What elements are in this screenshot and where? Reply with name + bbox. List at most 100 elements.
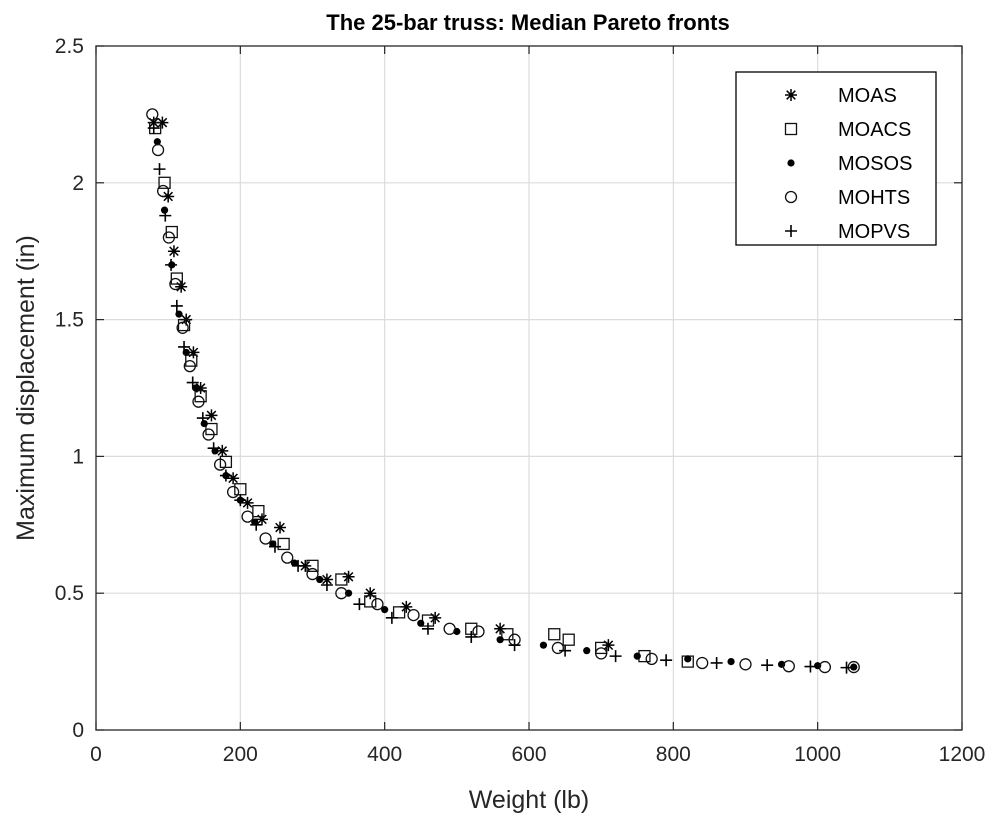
axis-ticks: [95, 45, 963, 731]
mopvs-point: [320, 578, 333, 591]
legend-entries: MOAS MOACS MOSOS MOHTS MOPVS: [784, 85, 912, 243]
mopvs-point: [465, 630, 478, 643]
mosos-point: [583, 647, 591, 655]
moacs-point: [277, 537, 290, 551]
mopvs-point: [207, 442, 220, 455]
legend-marker-dot: [787, 159, 795, 167]
mopvs-point: [385, 611, 398, 624]
mosos-point: [496, 636, 504, 644]
legend-label: MOHTS: [838, 187, 910, 209]
mohts-point: [146, 108, 159, 121]
y-axis-label: Maximum displacement (in): [12, 235, 40, 541]
mohts-point: [306, 567, 319, 581]
mosos-point: [316, 575, 324, 584]
legend-entry-moacs: MOACS: [784, 119, 911, 141]
moas-point: [364, 587, 377, 600]
mopvs-point: [609, 650, 622, 663]
mohts-point: [151, 143, 165, 157]
mopvs-point: [165, 258, 178, 271]
legend-box: [735, 71, 937, 246]
mosos-point: [191, 384, 200, 392]
y-tick-label: 1: [72, 445, 84, 468]
legend-entry-mopvs: MOPVS: [785, 221, 910, 243]
mohts-point: [739, 658, 752, 671]
mosos-point: [381, 606, 389, 614]
moas-point: [400, 600, 413, 613]
moacs-point: [252, 504, 265, 518]
mopvs-point: [508, 639, 521, 652]
mopvs-point: [186, 376, 199, 389]
legend-marker-asterisk: [785, 89, 797, 101]
mopvs-point: [353, 598, 366, 611]
legend-marker-square: [784, 122, 798, 136]
moas-point: [187, 346, 200, 359]
x-tick-label: 1200: [939, 743, 986, 766]
mosos-point: [175, 310, 183, 318]
mohts-point: [213, 458, 227, 471]
x-tick-label: 0: [90, 743, 102, 766]
mohts-point: [241, 510, 254, 523]
mopvs-point: [761, 659, 774, 672]
mohts-point: [335, 587, 348, 600]
mosos-point: [684, 655, 692, 663]
mohts-point: [176, 321, 189, 334]
moacs-point: [158, 176, 171, 189]
mosos-point: [539, 641, 548, 649]
moas-point: [602, 639, 615, 652]
mohts-point: [782, 660, 795, 673]
legend-marker-plus: [785, 225, 797, 237]
moas-point: [241, 496, 254, 509]
moas-point: [175, 280, 188, 293]
mopvs-point: [660, 654, 673, 667]
mohts-point: [551, 641, 565, 655]
moacs-point: [219, 455, 233, 469]
moacs-point: [170, 272, 183, 285]
mopvs-point: [178, 340, 191, 353]
x-tick-label: 200: [223, 743, 258, 766]
legend-label: MOPVS: [838, 221, 910, 243]
mohts-point: [371, 597, 384, 611]
x-tick-label: 400: [367, 743, 402, 766]
mosos-point: [200, 419, 208, 428]
mopvs-point: [559, 644, 572, 657]
mohts-point: [472, 625, 485, 638]
chart-title: The 25-bar truss: Median Pareto fronts: [326, 10, 729, 35]
grid-lines: [96, 46, 962, 730]
mohts-point: [407, 608, 420, 622]
series-mopvs: [147, 122, 853, 674]
mosos-point: [153, 138, 161, 146]
moacs-point: [595, 641, 608, 655]
series-mohts: [146, 108, 860, 674]
mopvs-point: [292, 559, 305, 572]
mohts-point: [696, 656, 709, 670]
moacs-point: [335, 573, 348, 586]
legend-entry-moas: MOAS: [785, 85, 897, 107]
moacs-point: [562, 633, 575, 646]
y-tick-label: 0: [72, 719, 84, 742]
mopvs-point: [804, 660, 817, 673]
legend-label: MOSOS: [838, 153, 912, 175]
mopvs-point: [196, 412, 209, 425]
legend: MOAS MOACS MOSOS MOHTS MOPVS: [735, 71, 937, 246]
mopvs-point: [147, 122, 160, 135]
moas-point: [162, 190, 175, 203]
moas-point: [194, 382, 207, 394]
mopvs-point: [268, 540, 281, 553]
mopvs-point: [421, 622, 434, 635]
x-tick-label: 600: [511, 743, 546, 766]
x-axis-label: Weight (lb): [469, 786, 589, 814]
mohts-point: [281, 551, 294, 564]
x-tick-label: 800: [656, 743, 691, 766]
y-tick-label: 1.5: [55, 309, 84, 332]
moas-point: [205, 409, 218, 422]
legend-entry-mosos: MOSOS: [787, 153, 912, 175]
moas-point: [255, 513, 268, 526]
moas-point: [342, 570, 355, 583]
x-tick-label: 1000: [794, 743, 841, 766]
moacs-point: [306, 559, 319, 572]
mohts-point: [259, 532, 272, 545]
mopvs-point: [153, 163, 166, 176]
mopvs-point: [250, 518, 263, 531]
moas-point: [156, 116, 169, 129]
